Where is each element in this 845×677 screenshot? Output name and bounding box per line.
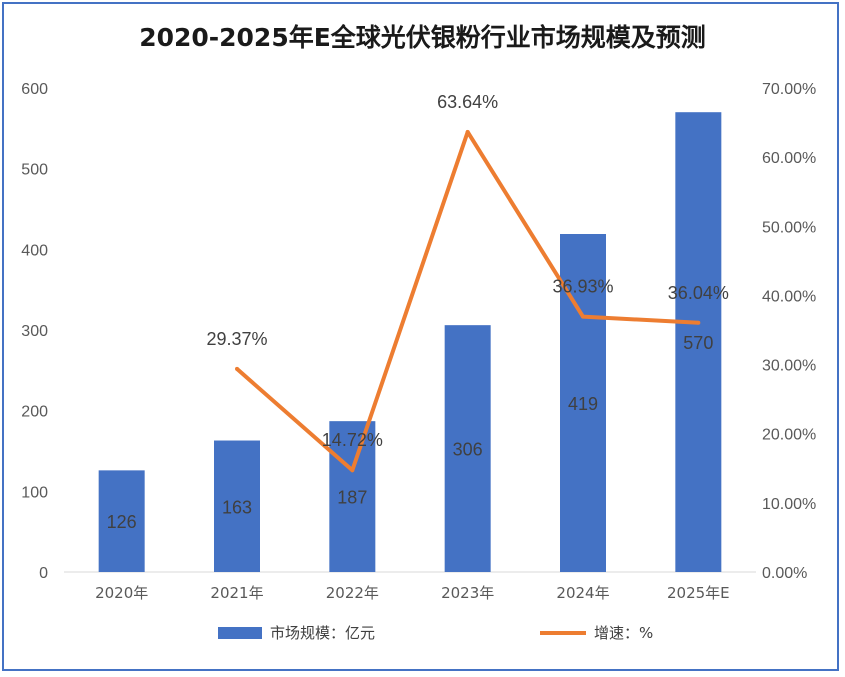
bar [214,440,260,572]
y-right-tick-label: 60.00% [762,150,816,167]
bar-data-label: 126 [107,512,137,532]
y-left-tick-label: 300 [21,323,48,340]
y-left-tick-label: 100 [21,484,48,501]
chart-title: 2020-2025年E全球光伏银粉行业市场规模及预测 [139,23,706,52]
line-data-label: 36.04% [668,283,729,303]
y-right-tick-label: 40.00% [762,288,816,305]
x-tick-label: 2024年 [556,584,609,602]
y-left-tick-label: 400 [21,242,48,259]
y-left-tick-label: 500 [21,162,48,179]
legend-bar-swatch [218,626,262,639]
y-left-tick-label: 600 [21,81,48,98]
y-left-tick-label: 0 [39,565,48,582]
line-point [235,366,239,371]
line-data-label: 29.37% [206,329,267,349]
x-tick-label: 2023年 [441,584,494,602]
bar-data-label: 163 [222,497,252,517]
bar-data-label: 187 [337,488,367,508]
legend-item-line: 增速：% [540,622,653,643]
y-left-tick-label: 200 [21,404,48,421]
y-right-tick-label: 10.00% [762,496,816,513]
y-right-tick-label: 0.00% [762,565,807,582]
line-point [581,314,585,319]
line-data-label: 14.72% [322,430,383,450]
y-right-tick-label: 30.00% [762,358,816,375]
legend-bar-label: 市场规模：亿元 [270,624,376,642]
bar [329,421,376,572]
bar [675,112,722,572]
bar-data-label: 306 [453,440,483,460]
bar-data-label: 570 [683,333,713,353]
legend-line-label: 增速：% [594,624,654,642]
x-tick-label: 2025年E [667,584,730,602]
y-right-tick-label: 70.00% [762,81,816,98]
bar [444,325,491,572]
line-point [696,320,701,325]
legend-line-swatch [540,630,586,635]
line-point [350,468,355,473]
line-data-label: 36.93% [552,277,613,297]
bar-data-label: 419 [568,394,598,414]
legend-item-bar: 市场规模：亿元 [218,622,375,643]
x-tick-label: 2022年 [326,584,379,602]
line-point [465,129,470,134]
x-tick-label: 2021年 [210,584,263,602]
line-data-label: 63.64% [437,92,498,112]
y-right-tick-label: 50.00% [762,219,816,236]
x-tick-label: 2020年 [95,584,148,602]
bar [98,470,145,572]
y-right-tick-label: 20.00% [762,427,816,444]
